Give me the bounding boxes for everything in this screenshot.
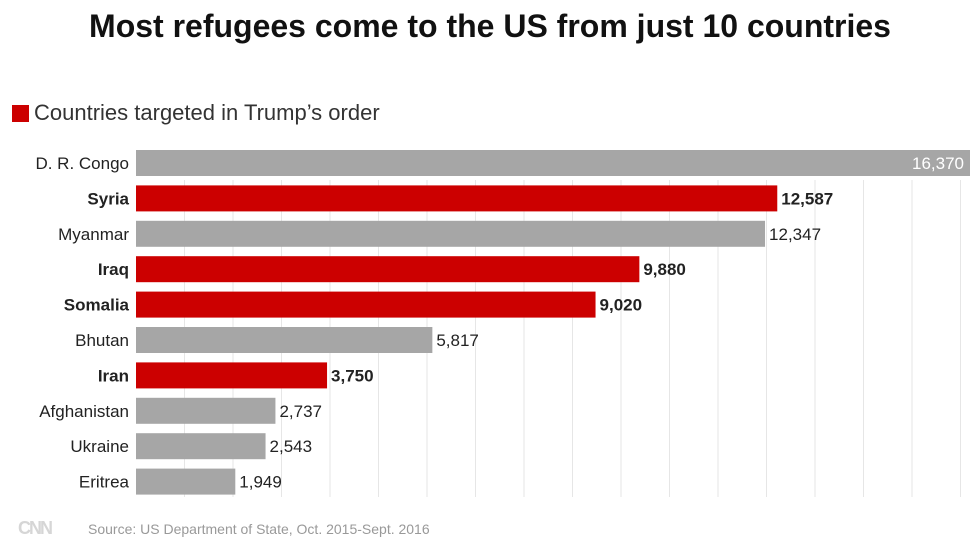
bar-afghanistan bbox=[136, 397, 276, 424]
bar-ukraine bbox=[136, 433, 266, 460]
bar-myanmar bbox=[136, 220, 766, 247]
category-label: Iran bbox=[98, 366, 129, 385]
footer: CNN Source: US Department of State, Oct.… bbox=[18, 518, 430, 539]
bar-iraq bbox=[136, 256, 640, 283]
legend: Countries targeted in Trump’s order bbox=[12, 100, 380, 126]
category-label: Eritrea bbox=[79, 473, 130, 492]
value-label: 1,949 bbox=[239, 473, 282, 492]
bar-eritrea bbox=[136, 468, 236, 495]
value-label: 9,020 bbox=[600, 296, 643, 315]
value-label: 5,817 bbox=[436, 331, 479, 350]
value-label: 2,543 bbox=[270, 437, 313, 456]
cnn-logo: CNN bbox=[18, 518, 53, 538]
category-label: Somalia bbox=[64, 296, 130, 315]
bar-somalia bbox=[136, 291, 596, 318]
bar-syria bbox=[136, 185, 778, 212]
category-label: Iraq bbox=[98, 260, 129, 279]
value-label: 12,587 bbox=[781, 189, 833, 208]
legend-label: Countries targeted in Trump’s order bbox=[34, 100, 380, 125]
category-label: Myanmar bbox=[58, 225, 129, 244]
value-label: 3,750 bbox=[331, 366, 374, 385]
category-label: Ukraine bbox=[70, 437, 129, 456]
category-label: Afghanistan bbox=[39, 402, 129, 421]
value-label: 16,370 bbox=[912, 154, 964, 173]
source-note: Source: US Department of State, Oct. 201… bbox=[88, 520, 430, 537]
value-label: 12,347 bbox=[769, 225, 821, 244]
bar-iran bbox=[136, 362, 328, 389]
category-label: Bhutan bbox=[75, 331, 129, 350]
category-label: D. R. Congo bbox=[35, 154, 129, 173]
category-label: Syria bbox=[87, 189, 129, 208]
bar-bhutan bbox=[136, 327, 433, 353]
bar-d-r-congo bbox=[136, 150, 970, 176]
chart-title: Most refugees come to the US from just 1… bbox=[89, 8, 891, 44]
legend-swatch bbox=[12, 104, 29, 122]
value-label: 2,737 bbox=[279, 402, 322, 421]
value-label: 9,880 bbox=[643, 260, 686, 279]
